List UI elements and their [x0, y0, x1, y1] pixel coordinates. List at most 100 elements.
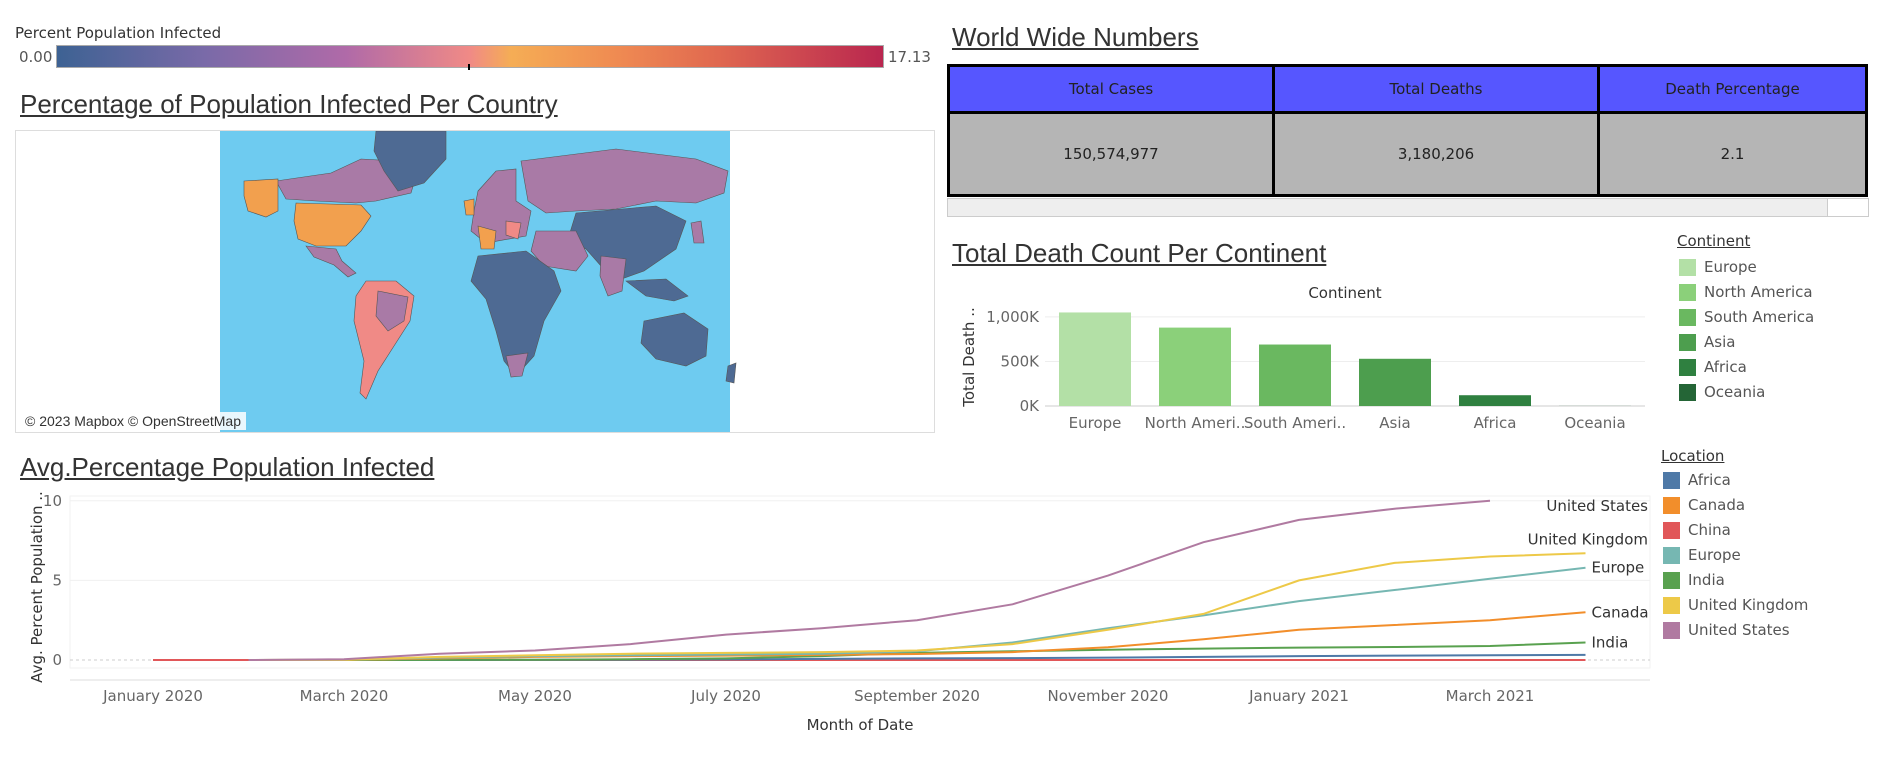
kpi-header-death-percentage: Death Percentage	[1597, 64, 1868, 114]
bar-y-tick: 1,000K	[986, 308, 1040, 326]
bar-legend-swatch	[1679, 283, 1696, 301]
country-india	[599, 255, 627, 297]
bar	[1459, 395, 1531, 406]
bar	[1259, 344, 1331, 406]
line-x-tick: July 2020	[690, 687, 761, 705]
line-x-tick: January 2020	[102, 687, 203, 705]
bar-y-tick: 500K	[1001, 352, 1041, 370]
line-chart-title: Avg.Percentage Population Infected	[20, 452, 435, 482]
bar-legend-item[interactable]: Europe	[1679, 258, 1757, 276]
line-y-tick: 10	[43, 492, 62, 510]
bar-x-tick: Africa	[1474, 414, 1517, 432]
line-legend-item[interactable]: United Kingdom	[1663, 596, 1808, 614]
line-legend-item[interactable]: Europe	[1663, 546, 1741, 564]
line-series	[248, 641, 1586, 661]
line-legend-item[interactable]: United States	[1663, 621, 1790, 639]
line-x-tick: January 2021	[1248, 687, 1349, 705]
country-australia	[640, 312, 709, 367]
line-x-tick: May 2020	[498, 687, 572, 705]
bar-x-tick: North Ameri..	[1145, 414, 1246, 432]
country-spain	[477, 225, 497, 250]
line-series	[248, 499, 1491, 661]
line-series	[248, 552, 1586, 661]
bar-legend-item[interactable]: Oceania	[1679, 383, 1765, 401]
line-legend-label: India	[1688, 571, 1725, 589]
colorbar-gradient	[56, 45, 884, 68]
line-legend-label: Canada	[1688, 496, 1746, 514]
kpi-value-total-cases: 150,574,977	[947, 111, 1275, 197]
bar-legend-label: North America	[1704, 283, 1813, 301]
line-legend-swatch	[1663, 471, 1680, 489]
line-legend-swatch	[1663, 521, 1680, 539]
line-legend-label: Africa	[1688, 471, 1731, 489]
line-x-tick: March 2020	[300, 687, 389, 705]
kpi-scrollbar-end[interactable]	[1827, 198, 1869, 217]
line-end-label: Europe	[1592, 559, 1645, 577]
line-legend-swatch	[1663, 546, 1680, 564]
bar-legend-item[interactable]: Asia	[1679, 333, 1735, 351]
bar-legend-item[interactable]: South America	[1679, 308, 1814, 326]
country-greenland	[373, 131, 447, 192]
country-new-zealand	[725, 362, 737, 384]
bar-legend-title: Continent	[1677, 232, 1751, 250]
bar-legend-label: Europe	[1704, 258, 1757, 276]
bar-chart-header: Continent	[1308, 284, 1381, 302]
line-y-tick: 5	[52, 571, 62, 589]
bar-legend-swatch	[1679, 333, 1696, 351]
country-canada	[275, 158, 417, 204]
bar	[1359, 358, 1431, 406]
line-x-tick: March 2021	[1446, 687, 1535, 705]
kpi-scrollbar[interactable]	[947, 198, 1829, 217]
line-end-label: United States	[1546, 497, 1648, 515]
line-legend-item[interactable]: Africa	[1663, 471, 1731, 489]
bar-legend-swatch	[1679, 258, 1696, 276]
line-y-axis-title: Avg. Percent Population ..	[28, 491, 46, 683]
line-plot-area	[69, 495, 1651, 669]
line-end-label: Canada	[1592, 603, 1649, 621]
kpi-header-total-deaths: Total Deaths	[1272, 64, 1600, 114]
kpi-table: Total Cases Total Deaths Death Percentag…	[947, 64, 1868, 197]
bar-chart-title: Total Death Count Per Continent	[952, 238, 1327, 268]
bar-legend-label: Africa	[1704, 358, 1747, 376]
region-se-asia	[625, 278, 689, 302]
line-legend-swatch	[1663, 571, 1680, 589]
bar-chart: Continent 0K 500K 1,000K Total Death .. Europ…	[960, 284, 1645, 432]
map-attribution[interactable]: © 2023 Mapbox © OpenStreetMap	[20, 412, 246, 430]
line-legend-swatch	[1663, 596, 1680, 614]
bar-legend-item[interactable]: Africa	[1679, 358, 1747, 376]
line-legend-label: United States	[1688, 621, 1790, 639]
map-title: Percentage of Population Infected Per Co…	[20, 89, 558, 119]
line-legend-swatch	[1663, 496, 1680, 514]
kpi-value-death-percentage: 2.1	[1597, 111, 1868, 197]
line-legend-label: United Kingdom	[1688, 596, 1809, 614]
line-legend-label: Europe	[1688, 546, 1741, 564]
colorbar-max-label: 17.13	[888, 48, 931, 66]
line-x-axis-title: Month of Date	[807, 716, 914, 734]
country-mexico	[305, 245, 357, 278]
map-panel[interactable]: © 2023 Mapbox © OpenStreetMap	[15, 130, 935, 433]
bar-y-axis-title: Total Death ..	[960, 307, 978, 407]
colorbar-min-label: 0.00	[19, 48, 53, 66]
line-legend-swatch	[1663, 621, 1680, 639]
country-brazil-part	[375, 290, 409, 332]
line-legend-item[interactable]: India	[1663, 571, 1725, 589]
country-japan	[690, 220, 705, 244]
bar	[1059, 312, 1131, 406]
line-legend-item[interactable]: Canada	[1663, 496, 1745, 514]
kpi-header-total-cases: Total Cases	[947, 64, 1275, 114]
bar-legend-label: Oceania	[1704, 383, 1766, 401]
line-legend-label: China	[1688, 521, 1731, 539]
kpi-value-total-deaths: 3,180,206	[1272, 111, 1600, 197]
country-uk	[463, 198, 475, 216]
bar-legend-item[interactable]: North America	[1679, 283, 1813, 301]
country-south-africa	[505, 352, 529, 378]
country-central-europe	[505, 220, 522, 240]
line-legend-item[interactable]: China	[1663, 521, 1731, 539]
bar-x-tick: Europe	[1069, 414, 1122, 432]
line-end-label: United Kingdom	[1528, 530, 1648, 548]
kpi-title: World Wide Numbers	[952, 22, 1199, 52]
country-usa	[293, 202, 372, 247]
bar-legend-label: Asia	[1704, 333, 1736, 351]
line-legend-title: Location	[1661, 447, 1725, 465]
world-map[interactable]	[16, 131, 934, 432]
